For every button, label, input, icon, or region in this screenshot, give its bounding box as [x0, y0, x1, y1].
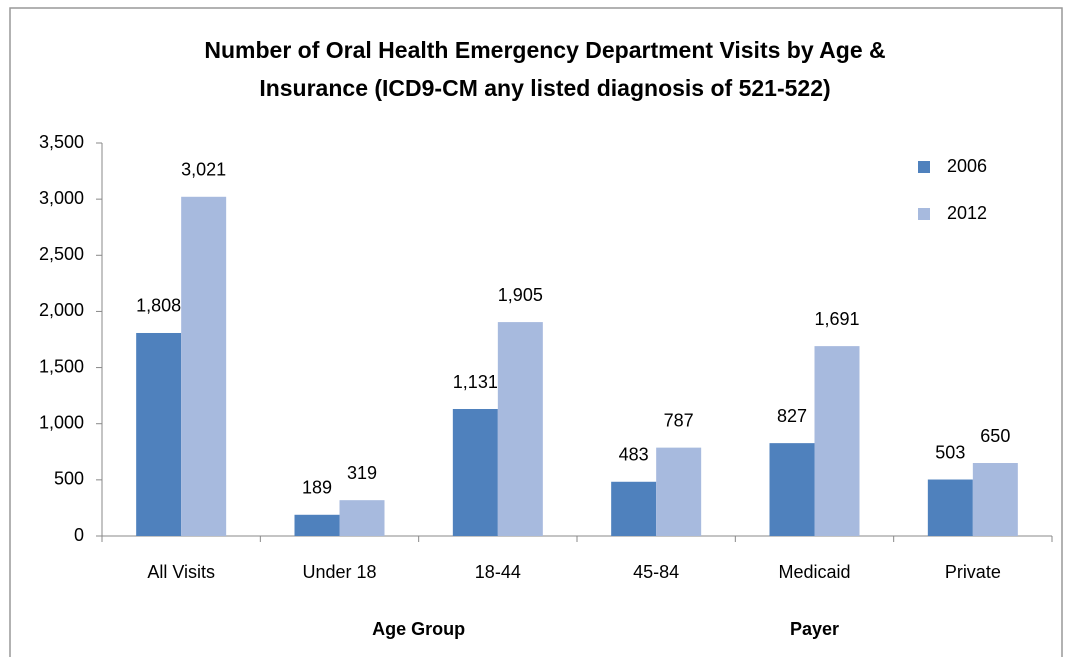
bar	[656, 447, 702, 536]
y-tick-label: 1,000	[39, 412, 84, 432]
value-label: 827	[777, 406, 807, 426]
value-label: 1,131	[453, 372, 498, 392]
x-tick-label: 45-84	[633, 562, 679, 582]
chart-title: Insurance (ICD9-CM any listed diagnosis …	[259, 75, 830, 101]
chart-title: Number of Oral Health Emergency Departme…	[204, 37, 885, 63]
value-label: 1,691	[814, 309, 859, 329]
y-tick-label: 2,000	[39, 300, 84, 320]
x-tick-label: 18-44	[475, 562, 521, 582]
bar	[294, 514, 340, 536]
bar	[972, 463, 1018, 536]
bar	[181, 196, 227, 536]
bar	[452, 409, 498, 536]
bar	[339, 500, 385, 536]
legend-swatch	[918, 208, 930, 220]
y-tick-label: 1,500	[39, 356, 84, 376]
y-tick-label: 3,000	[39, 188, 84, 208]
y-tick-label: 2,500	[39, 244, 84, 264]
group-label: Payer	[790, 619, 839, 639]
x-tick-label: All Visits	[147, 562, 215, 582]
bar	[497, 322, 543, 536]
x-tick-label: Under 18	[302, 562, 376, 582]
value-label: 650	[980, 426, 1010, 446]
value-label: 1,808	[136, 296, 181, 316]
y-tick-label: 3,500	[39, 132, 84, 152]
bar	[611, 481, 657, 536]
bar	[927, 479, 973, 536]
x-tick-label: Private	[945, 562, 1001, 582]
group-label: Age Group	[372, 619, 465, 639]
value-label: 1,905	[498, 285, 543, 305]
legend-swatch	[918, 161, 930, 173]
bar	[136, 332, 182, 536]
x-tick-label: Medicaid	[778, 562, 850, 582]
bar	[814, 346, 860, 536]
y-tick-label: 0	[74, 525, 84, 545]
value-label: 189	[302, 478, 332, 498]
legend-label: 2012	[947, 203, 987, 223]
value-label: 3,021	[181, 160, 226, 180]
y-tick-label: 500	[54, 469, 84, 489]
legend-label: 2006	[947, 156, 987, 176]
value-label: 503	[935, 442, 965, 462]
value-label: 787	[664, 410, 694, 430]
bar	[769, 443, 815, 536]
value-label: 483	[619, 445, 649, 465]
value-label: 319	[347, 463, 377, 483]
